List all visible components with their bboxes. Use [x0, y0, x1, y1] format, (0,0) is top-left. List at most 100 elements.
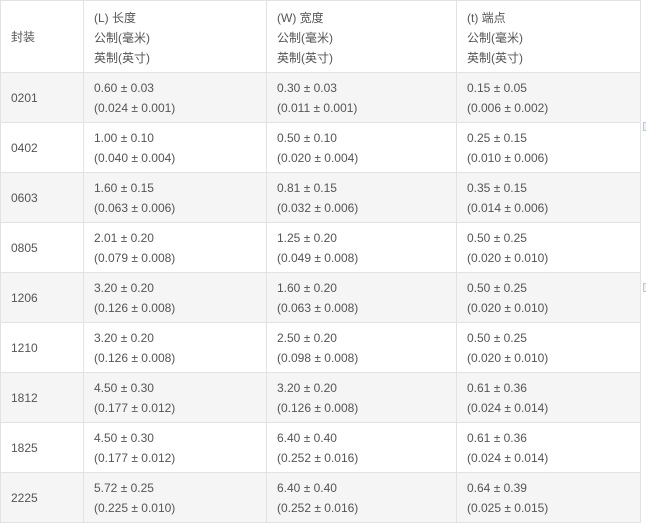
width-metric-value: 0.50 ± 0.10 — [277, 130, 337, 145]
length-imperial-value: (0.079 ± 0.008) — [94, 250, 176, 265]
package-label: 1825 — [11, 440, 38, 455]
length-cell: 3.20 ± 0.20 (0.126 ± 0.008) — [83, 272, 267, 323]
right-edge-artifact-top — [643, 122, 646, 131]
length-cell: 1.00 ± 0.10 (0.040 ± 0.004) — [83, 122, 267, 173]
package-label: 1812 — [11, 390, 38, 405]
width-cell: 1.60 ± 0.20 (0.063 ± 0.008) — [266, 272, 457, 323]
table-row: 2225 5.72 ± 0.25 (0.225 ± 0.010) 6.40 ± … — [0, 472, 641, 523]
package-label: 1206 — [11, 290, 38, 305]
length-cell: 4.50 ± 0.30 (0.177 ± 0.012) — [83, 422, 267, 473]
terminal-cell: 0.15 ± 0.05 (0.006 ± 0.002) — [456, 72, 641, 123]
package-cell: 0805 — [0, 222, 84, 273]
package-label: 0603 — [11, 190, 38, 205]
length-metric-value: 1.60 ± 0.15 — [94, 180, 154, 195]
terminal-imperial-value: (0.010 ± 0.006) — [467, 150, 549, 165]
width-imperial-value: (0.011 ± 0.001) — [277, 100, 358, 115]
terminal-cell: 0.61 ± 0.36 (0.024 ± 0.014) — [456, 372, 641, 423]
width-cell: 2.50 ± 0.20 (0.098 ± 0.008) — [266, 322, 457, 373]
length-metric-value: 2.01 ± 0.20 — [94, 230, 154, 245]
width-imperial-value: (0.098 ± 0.008) — [277, 350, 359, 365]
terminal-cell: 0.50 ± 0.25 (0.020 ± 0.010) — [456, 222, 641, 273]
length-metric-value: 3.20 ± 0.20 — [94, 280, 154, 295]
header-width-imperial-label: 英制(英寸) — [277, 51, 333, 65]
package-cell: 1825 — [0, 422, 84, 473]
header-package: 封装 — [0, 0, 84, 73]
width-metric-value: 0.81 ± 0.15 — [277, 180, 337, 195]
length-cell: 3.20 ± 0.20 (0.126 ± 0.008) — [83, 322, 267, 373]
width-cell: 3.20 ± 0.20 (0.126 ± 0.008) — [266, 372, 457, 423]
length-imperial-value: (0.024 ± 0.001) — [94, 100, 176, 115]
header-width-metric-label: 公制(毫米) — [277, 31, 333, 45]
terminal-metric-value: 0.61 ± 0.36 — [467, 430, 527, 445]
length-imperial-value: (0.177 ± 0.012) — [94, 450, 176, 465]
terminal-cell: 0.50 ± 0.25 (0.020 ± 0.010) — [456, 322, 641, 373]
header-terminal: (t) 端点 公制(毫米) 英制(英寸) — [456, 0, 641, 73]
width-metric-value: 3.20 ± 0.20 — [277, 380, 337, 395]
terminal-metric-value: 0.50 ± 0.25 — [467, 280, 527, 295]
terminal-metric-value: 0.50 ± 0.25 — [467, 230, 527, 245]
package-cell: 0201 — [0, 72, 84, 123]
width-imperial-value: (0.063 ± 0.008) — [277, 300, 359, 315]
table-row: 0402 1.00 ± 0.10 (0.040 ± 0.004) 0.50 ± … — [0, 122, 641, 173]
terminal-cell: 0.64 ± 0.39 (0.025 ± 0.015) — [456, 472, 641, 523]
package-label: 1210 — [11, 340, 38, 355]
terminal-metric-value: 0.61 ± 0.36 — [467, 380, 527, 395]
terminal-cell: 0.25 ± 0.15 (0.010 ± 0.006) — [456, 122, 641, 173]
length-imperial-value: (0.126 ± 0.008) — [94, 300, 176, 315]
table-body: 0201 0.60 ± 0.03 (0.024 ± 0.001) 0.30 ± … — [0, 72, 641, 523]
terminal-metric-value: 0.64 ± 0.39 — [467, 480, 527, 495]
width-metric-value: 1.60 ± 0.20 — [277, 280, 337, 295]
width-metric-value: 6.40 ± 0.40 — [277, 480, 337, 495]
header-terminal-metric-label: 公制(毫米) — [467, 31, 523, 45]
width-metric-value: 0.30 ± 0.03 — [277, 80, 337, 95]
length-cell: 5.72 ± 0.25 (0.225 ± 0.010) — [83, 472, 267, 523]
length-cell: 2.01 ± 0.20 (0.079 ± 0.008) — [83, 222, 267, 273]
terminal-imperial-value: (0.020 ± 0.010) — [467, 250, 549, 265]
length-metric-value: 4.50 ± 0.30 — [94, 430, 154, 445]
length-metric-value: 1.00 ± 0.10 — [94, 130, 154, 145]
header-length-title: (L) 长度 — [94, 11, 137, 25]
terminal-imperial-value: (0.024 ± 0.014) — [467, 450, 549, 465]
width-imperial-value: (0.020 ± 0.004) — [277, 150, 359, 165]
header-row: 封装 (L) 长度 公制(毫米) 英制(英寸) (W) 宽度 公制(毫米) 英制… — [0, 0, 641, 73]
header-length-imperial-label: 英制(英寸) — [94, 51, 150, 65]
width-imperial-value: (0.049 ± 0.008) — [277, 250, 359, 265]
header-width-title: (W) 宽度 — [277, 11, 324, 25]
width-cell: 0.30 ± 0.03 (0.011 ± 0.001) — [266, 72, 457, 123]
length-metric-value: 0.60 ± 0.03 — [94, 80, 154, 95]
package-cell: 1206 — [0, 272, 84, 323]
terminal-imperial-value: (0.020 ± 0.010) — [467, 300, 549, 315]
width-imperial-value: (0.032 ± 0.006) — [277, 200, 359, 215]
length-imperial-value: (0.063 ± 0.006) — [94, 200, 176, 215]
length-imperial-value: (0.225 ± 0.010) — [94, 500, 176, 515]
package-cell: 0402 — [0, 122, 84, 173]
header-width: (W) 宽度 公制(毫米) 英制(英寸) — [266, 0, 457, 73]
terminal-metric-value: 0.50 ± 0.25 — [467, 330, 527, 345]
package-cell: 2225 — [0, 472, 84, 523]
package-label: 0805 — [11, 240, 38, 255]
header-package-label: 封装 — [11, 29, 36, 44]
length-imperial-value: (0.126 ± 0.008) — [94, 350, 176, 365]
length-metric-value: 5.72 ± 0.25 — [94, 480, 154, 495]
width-metric-value: 2.50 ± 0.20 — [277, 330, 337, 345]
terminal-imperial-value: (0.024 ± 0.014) — [467, 400, 549, 415]
table-row: 1825 4.50 ± 0.30 (0.177 ± 0.012) 6.40 ± … — [0, 422, 641, 473]
terminal-metric-value: 0.35 ± 0.15 — [467, 180, 527, 195]
terminal-cell: 0.61 ± 0.36 (0.024 ± 0.014) — [456, 422, 641, 473]
table-row: 0201 0.60 ± 0.03 (0.024 ± 0.001) 0.30 ± … — [0, 72, 641, 123]
length-imperial-value: (0.177 ± 0.012) — [94, 400, 176, 415]
header-terminal-imperial-label: 英制(英寸) — [467, 51, 523, 65]
width-imperial-value: (0.126 ± 0.008) — [277, 400, 359, 415]
package-label: 0402 — [11, 140, 38, 155]
header-terminal-title: (t) 端点 — [467, 11, 506, 25]
table-row: 1812 4.50 ± 0.30 (0.177 ± 0.012) 3.20 ± … — [0, 372, 641, 423]
width-imperial-value: (0.252 ± 0.016) — [277, 500, 359, 515]
terminal-imperial-value: (0.020 ± 0.010) — [467, 350, 549, 365]
package-label: 2225 — [11, 490, 38, 505]
length-metric-value: 3.20 ± 0.20 — [94, 330, 154, 345]
table-row: 1210 3.20 ± 0.20 (0.126 ± 0.008) 2.50 ± … — [0, 322, 641, 373]
table-row: 0805 2.01 ± 0.20 (0.079 ± 0.008) 1.25 ± … — [0, 222, 641, 273]
package-label: 0201 — [11, 90, 38, 105]
